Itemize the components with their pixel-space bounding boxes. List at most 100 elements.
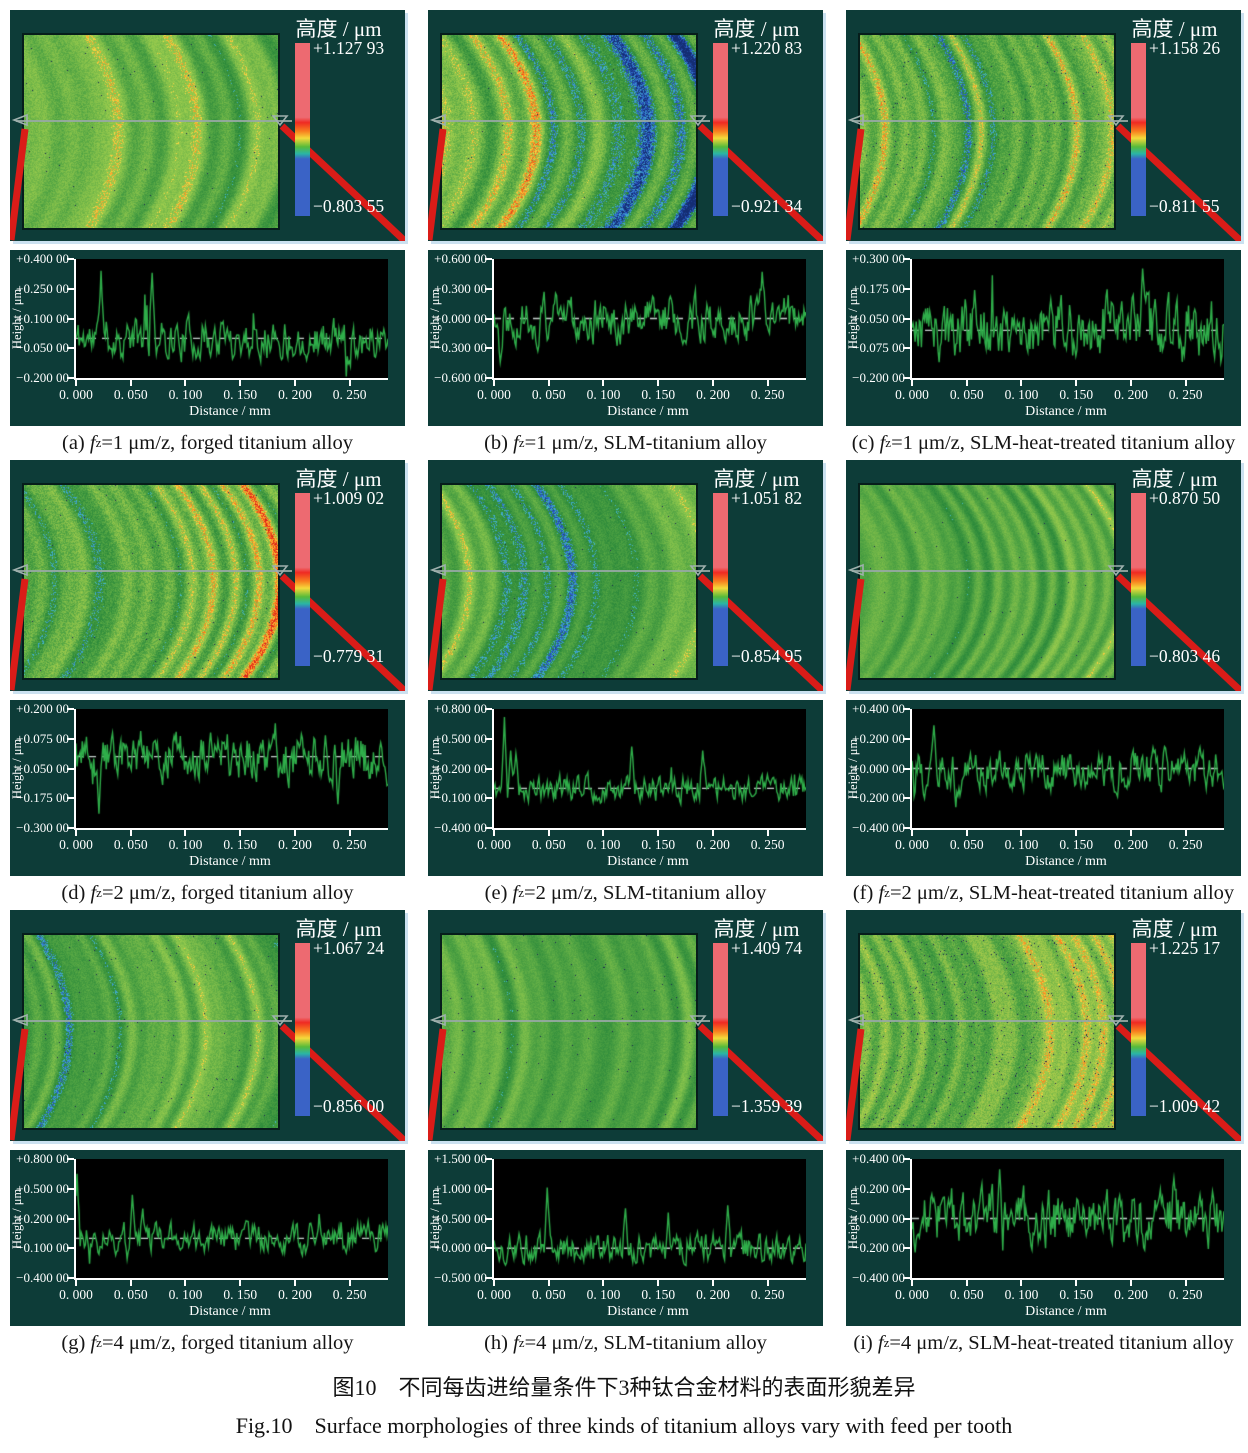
panel: 高度 / μm +1.009 02 −0.779 31 Height / μm … (10, 460, 405, 910)
colorbar-title: 高度 / μm (713, 917, 800, 941)
x-tick-label: 0. 150 (1059, 1287, 1094, 1302)
profile-canvas (76, 1159, 388, 1278)
x-tick-mark (766, 380, 769, 386)
feed-symbol: f (513, 431, 519, 454)
y-tick-mark (485, 1158, 492, 1160)
x-tick-marks (75, 1280, 388, 1286)
surface-heightmap (440, 33, 698, 230)
y-tick-label: +0.200 00 (16, 1210, 69, 1226)
feed-symbol: f (89, 431, 96, 454)
y-tick-mark (485, 767, 492, 770)
y-tick-labels: +0.400 00 +0.250 00 +0.100 00 −0.050 00 … (10, 251, 69, 385)
y-tick-mark (903, 377, 910, 379)
colorbar (713, 943, 728, 1116)
panel-caption-material: SLM-heat-treated titanium alloy (968, 1331, 1234, 1354)
feed-symbol: f (879, 431, 886, 454)
scan-line (852, 570, 1128, 572)
heatmap-canvas (860, 935, 1114, 1128)
y-tick-mark (485, 708, 492, 710)
x-tick-label: 0. 100 (168, 1287, 203, 1302)
y-tick-mark (67, 1247, 74, 1250)
x-tick-mark (657, 380, 660, 386)
plot-area (67, 1158, 388, 1280)
colorbar-title: 高度 / μm (1131, 917, 1218, 941)
x-tick-mark (547, 1280, 550, 1286)
heatmap-canvas (860, 35, 1114, 228)
x-tick-mark (493, 1280, 495, 1286)
x-tick-label: 0. 150 (641, 837, 676, 852)
feed-symbol-subscript: z (885, 435, 892, 450)
panel: 高度 / μm +1.051 82 −0.854 95 Height / μm … (428, 460, 823, 910)
surface-heightmap (440, 483, 698, 680)
x-tick-marks (911, 830, 1224, 836)
y-tick-mark (485, 347, 492, 350)
profile-chart-box: Height / μm +0.300 00 +0.175 00 +0.050 0… (846, 250, 1241, 426)
x-tick-label: 0. 250 (1168, 1287, 1203, 1302)
heatmap-canvas (24, 485, 278, 678)
y-tick-label: +0.175 00 (852, 280, 905, 296)
panel-caption-feed: =1 μm/z, (524, 431, 604, 454)
heatmap-canvas (860, 485, 1114, 678)
x-tick-mark (711, 380, 714, 386)
colorbar (713, 43, 728, 216)
plot-area (485, 258, 806, 380)
x-tick-mark (239, 1280, 242, 1286)
colorbar-title: 高度 / μm (295, 17, 382, 41)
feed-symbol: f (513, 1331, 519, 1354)
plot-area (67, 258, 388, 380)
scan-line (434, 1020, 710, 1022)
y-tick-label: −0.400 00 (852, 1270, 905, 1285)
x-tick-mark (493, 830, 495, 836)
x-tick-label: 0. 250 (750, 1287, 785, 1302)
profile-chart-box: Height / μm +0.600 00 +0.300 00 +0.000 0… (428, 250, 823, 426)
y-tick-mark (67, 287, 74, 290)
x-tick-labels: 0. 000 0. 050 0. 100 0. 150 0. 200 0. 25… (59, 1287, 388, 1305)
x-tick-mark (965, 1280, 968, 1286)
profile-canvas (76, 259, 388, 378)
y-tick-label: +0.250 00 (16, 280, 69, 296)
y-tick-mark (903, 1187, 910, 1190)
surface-heightmap (440, 933, 698, 1130)
panel-caption-feed: =4 μm/z, (101, 1331, 181, 1354)
x-tick-marks (75, 830, 388, 836)
y-tick-label: +0.000 00 (852, 1210, 905, 1226)
surface-map-box: 高度 / μm +1.220 83 −0.921 34 (428, 10, 823, 241)
surface-heightmap (858, 483, 1116, 680)
colorbar-title: 高度 / μm (295, 917, 382, 941)
colorbar (1131, 43, 1146, 216)
y-tick-mark (67, 1158, 74, 1160)
x-tick-mark (1020, 830, 1023, 836)
x-tick-label: 0. 250 (332, 387, 367, 402)
x-tick-label: 0. 200 (1114, 1287, 1148, 1302)
profile-chart-box: Height / μm +0.800 00 +0.500 00 +0.200 0… (428, 700, 823, 876)
panel-caption-feed: =4 μm/z, (524, 1331, 604, 1354)
x-tick-label: 0. 150 (223, 387, 258, 402)
y-tick-mark (67, 377, 74, 379)
y-tick-mark (903, 1217, 910, 1220)
y-tick-mark (903, 287, 910, 290)
plot-area (485, 1158, 806, 1280)
x-tick-label: 0. 100 (586, 387, 621, 402)
panel-caption-feed: =2 μm/z, (524, 881, 603, 904)
feed-symbol-subscript: z (884, 885, 890, 900)
y-tick-mark (67, 797, 74, 800)
profile-canvas (76, 709, 388, 828)
x-tick-labels: 0. 000 0. 050 0. 100 0. 150 0. 200 0. 25… (895, 837, 1224, 855)
y-tick-mark (903, 1247, 910, 1250)
x-tick-mark (657, 1280, 660, 1286)
surface-map-box: 高度 / μm +1.409 74 −1.359 39 (428, 910, 823, 1141)
heatmap-canvas (24, 35, 278, 228)
x-tick-mark (184, 380, 187, 386)
plot-area (485, 708, 806, 830)
colorbar-max-label: +0.870 50 (1149, 488, 1221, 508)
x-tick-label: 0. 200 (1114, 837, 1148, 852)
y-tick-mark (903, 1158, 910, 1160)
y-tick-label: −0.100 00 (434, 790, 487, 806)
x-axis-label: Distance / mm (607, 854, 689, 869)
y-tick-label: +0.300 00 (434, 280, 487, 296)
feed-symbol-subscript: z (96, 1335, 102, 1350)
panel: 高度 / μm +1.409 74 −1.359 39 Height / μm … (428, 910, 823, 1360)
profile-canvas (912, 1159, 1224, 1278)
y-tick-mark (67, 708, 74, 710)
colorbar-max-label: +1.009 02 (313, 488, 385, 508)
